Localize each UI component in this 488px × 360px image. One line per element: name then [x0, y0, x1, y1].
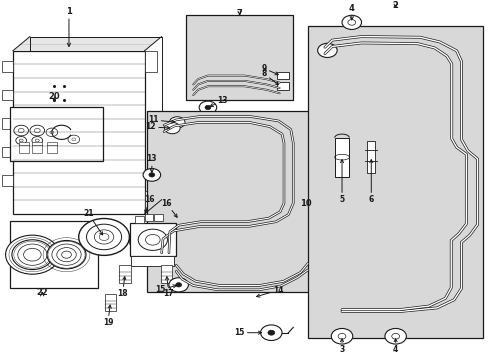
- Bar: [10, 221, 98, 288]
- Circle shape: [14, 125, 28, 136]
- Circle shape: [337, 333, 345, 339]
- Circle shape: [5, 235, 59, 274]
- Text: 16: 16: [144, 195, 154, 213]
- Bar: [277, 82, 289, 90]
- Circle shape: [16, 136, 26, 144]
- Text: 4: 4: [392, 339, 397, 354]
- Bar: [135, 216, 143, 223]
- Circle shape: [94, 230, 114, 244]
- Circle shape: [347, 19, 355, 25]
- Bar: [32, 141, 42, 153]
- Circle shape: [384, 328, 406, 344]
- Bar: [144, 191, 157, 210]
- Circle shape: [61, 251, 71, 258]
- Bar: [119, 265, 131, 283]
- Text: 12: 12: [145, 122, 169, 131]
- Text: 15: 15: [234, 328, 261, 337]
- Text: 2: 2: [392, 1, 398, 10]
- Circle shape: [52, 244, 81, 265]
- Bar: [334, 138, 348, 177]
- Circle shape: [34, 129, 40, 133]
- Circle shape: [391, 333, 399, 339]
- Bar: [2, 147, 13, 157]
- Bar: [130, 223, 176, 256]
- Bar: [144, 214, 153, 221]
- Circle shape: [143, 168, 160, 181]
- Bar: [277, 72, 289, 80]
- Bar: [131, 256, 174, 266]
- Bar: [2, 90, 13, 100]
- Circle shape: [86, 224, 122, 250]
- Text: 21: 21: [83, 210, 102, 235]
- Text: 20: 20: [48, 93, 60, 102]
- Text: 1: 1: [66, 7, 72, 46]
- Text: 16: 16: [161, 199, 177, 217]
- Bar: [160, 265, 172, 283]
- Circle shape: [32, 136, 42, 144]
- Text: 3: 3: [339, 339, 344, 354]
- Circle shape: [46, 128, 58, 136]
- Text: 4: 4: [348, 4, 354, 20]
- Bar: [185, 15, 293, 100]
- Circle shape: [168, 278, 188, 292]
- Circle shape: [72, 138, 76, 141]
- Text: 7: 7: [236, 9, 242, 18]
- Circle shape: [23, 248, 41, 261]
- Circle shape: [330, 328, 352, 344]
- Circle shape: [18, 244, 47, 265]
- Text: 14: 14: [256, 285, 284, 297]
- Bar: [2, 118, 13, 129]
- Text: 11: 11: [148, 116, 174, 125]
- Circle shape: [169, 117, 184, 128]
- Circle shape: [99, 233, 109, 240]
- Text: 18: 18: [117, 276, 128, 298]
- Text: 19: 19: [102, 305, 113, 327]
- Text: 5: 5: [339, 159, 344, 204]
- Text: 13: 13: [146, 154, 157, 172]
- Text: 13: 13: [210, 96, 227, 107]
- Circle shape: [145, 234, 160, 245]
- Text: 22: 22: [36, 288, 48, 297]
- Text: 8: 8: [261, 69, 278, 85]
- Circle shape: [18, 129, 24, 133]
- Circle shape: [260, 325, 282, 341]
- Bar: [19, 141, 29, 153]
- Circle shape: [57, 248, 76, 262]
- Circle shape: [175, 283, 181, 287]
- Bar: [307, 26, 483, 338]
- Polygon shape: [13, 51, 144, 214]
- Circle shape: [341, 15, 361, 30]
- Bar: [144, 51, 157, 72]
- Text: 17: 17: [163, 276, 174, 298]
- Text: 9: 9: [261, 64, 278, 75]
- Circle shape: [267, 330, 274, 335]
- Polygon shape: [30, 37, 161, 200]
- Circle shape: [47, 240, 86, 269]
- Circle shape: [30, 125, 44, 136]
- Circle shape: [35, 139, 39, 142]
- Bar: [104, 294, 116, 311]
- Bar: [2, 62, 13, 72]
- Bar: [10, 108, 103, 161]
- Text: 6: 6: [368, 159, 373, 204]
- Circle shape: [138, 229, 167, 251]
- Circle shape: [68, 135, 80, 144]
- Circle shape: [317, 43, 336, 58]
- Circle shape: [199, 101, 216, 114]
- Circle shape: [79, 219, 129, 255]
- Bar: [2, 175, 13, 185]
- Circle shape: [19, 139, 23, 142]
- Bar: [147, 111, 312, 292]
- Circle shape: [164, 122, 180, 134]
- Circle shape: [149, 173, 155, 177]
- Text: 10: 10: [299, 199, 311, 208]
- Circle shape: [50, 131, 54, 134]
- Text: 15: 15: [155, 285, 176, 294]
- Circle shape: [204, 105, 210, 110]
- Bar: [47, 141, 57, 153]
- Bar: [154, 214, 163, 221]
- Circle shape: [12, 240, 53, 270]
- Bar: [366, 141, 374, 173]
